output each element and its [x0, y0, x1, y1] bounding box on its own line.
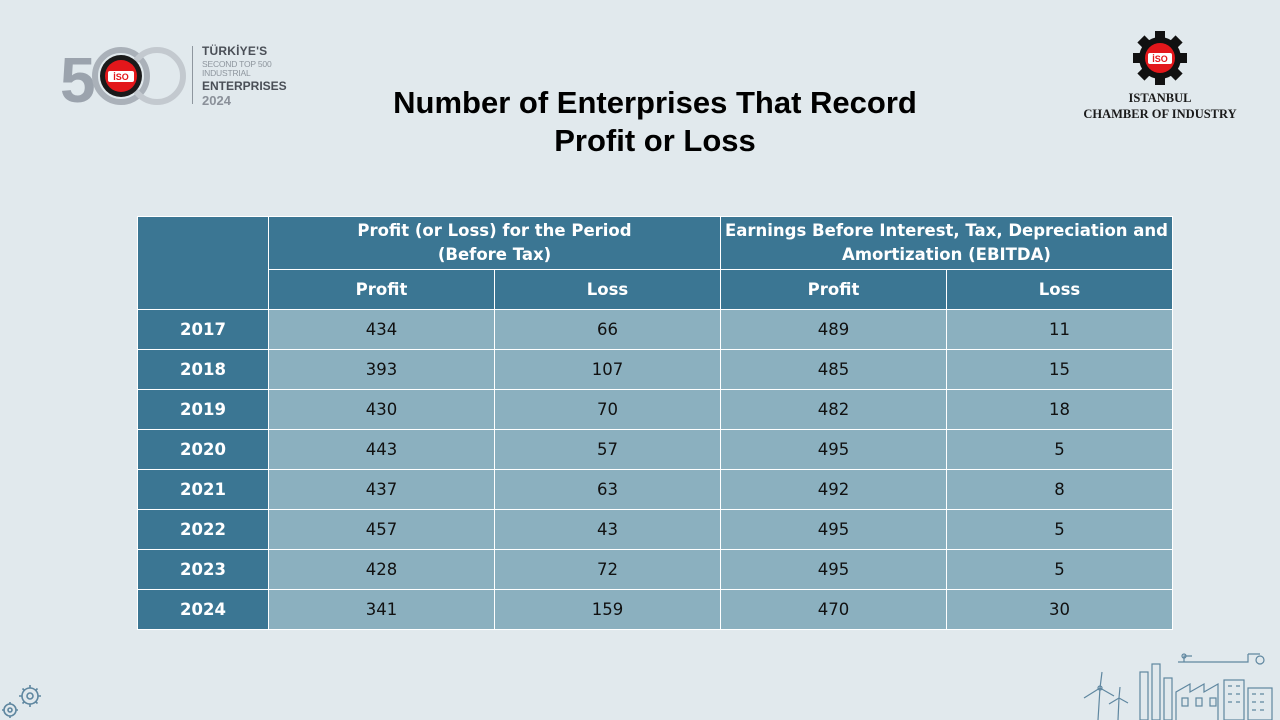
ebitda-profit-cell: 492 — [720, 469, 947, 510]
ebitda-loss-cell: 15 — [946, 349, 1173, 390]
period-profit-cell: 393 — [268, 349, 495, 390]
period-loss-cell: 70 — [494, 389, 721, 430]
table-row: 2023 428 72 495 5 — [137, 549, 1173, 590]
table-row: 2022 457 43 495 5 — [137, 509, 1173, 550]
ebitda-loss-cell: 18 — [946, 389, 1173, 430]
ebitda-loss-cell: 11 — [946, 309, 1173, 350]
table-row: 2019 430 70 482 18 — [137, 389, 1173, 430]
table-row: 2021 437 63 492 8 — [137, 469, 1173, 510]
svg-text:İSO: İSO — [1152, 54, 1168, 64]
subheader-period-profit: Profit — [268, 269, 495, 310]
iso-gear-icon: İSO — [1133, 31, 1187, 85]
ebitda-profit-cell: 485 — [720, 349, 947, 390]
period-profit-cell: 341 — [268, 589, 495, 630]
period-loss-cell: 57 — [494, 429, 721, 470]
logo-line-2: SECOND TOP 500 INDUSTRIAL — [202, 59, 272, 78]
gears-decoration-icon — [2, 685, 41, 718]
iso-logo: İSO ISTANBUL CHAMBER OF INDUSTRY — [1070, 30, 1250, 122]
period-profit-cell: 428 — [268, 549, 495, 590]
period-loss-cell: 159 — [494, 589, 721, 630]
header-period-profit-loss: Profit (or Loss) for the Period (Before … — [268, 216, 721, 270]
period-profit-cell: 443 — [268, 429, 495, 470]
year-cell: 2023 — [137, 549, 269, 590]
period-loss-cell: 72 — [494, 549, 721, 590]
table-row: 2020 443 57 495 5 — [137, 429, 1173, 470]
subheader-ebitda-loss: Loss — [946, 269, 1173, 310]
profit-loss-table: Profit (or Loss) for the Period (Before … — [137, 216, 1173, 630]
period-profit-cell: 437 — [268, 469, 495, 510]
period-profit-cell: 434 — [268, 309, 495, 350]
ebitda-profit-cell: 495 — [720, 549, 947, 590]
title-line-2: Profit or Loss — [554, 123, 756, 158]
top500-text: TÜRKİYE'S SECOND TOP 500 INDUSTRIAL ENTE… — [202, 45, 320, 107]
ebitda-loss-cell: 5 — [946, 429, 1173, 470]
org-name-line-2: CHAMBER OF INDUSTRY — [1083, 107, 1237, 121]
subheader-ebitda-profit: Profit — [720, 269, 947, 310]
year-cell: 2021 — [137, 469, 269, 510]
factory-decoration-icon — [1083, 653, 1273, 720]
page-title: Number of Enterprises That Record Profit… — [300, 84, 1010, 160]
period-profit-cell: 457 — [268, 509, 495, 550]
svg-text:5: 5 — [60, 44, 96, 108]
year-cell: 2022 — [137, 509, 269, 550]
ebitda-profit-cell: 482 — [720, 389, 947, 430]
ebitda-profit-cell: 489 — [720, 309, 947, 350]
ebitda-loss-cell: 5 — [946, 549, 1173, 590]
year-cell: 2018 — [137, 349, 269, 390]
table-row: 2024 341 159 470 30 — [137, 589, 1173, 630]
top500-emblem-icon: 5 İSO — [60, 44, 186, 108]
table-row: 2017 434 66 489 11 — [137, 309, 1173, 350]
subheader-period-loss: Loss — [494, 269, 721, 310]
period-loss-cell: 43 — [494, 509, 721, 550]
top500-logo: 5 İSO TÜRKİYE'S SECOND TOP 500 INDUSTRIA… — [60, 42, 320, 108]
year-cell: 2024 — [137, 589, 269, 630]
ebitda-profit-cell: 495 — [720, 509, 947, 550]
year-cell: 2020 — [137, 429, 269, 470]
logo-year: 2024 — [202, 93, 231, 108]
year-cell: 2019 — [137, 389, 269, 430]
ebitda-profit-cell: 470 — [720, 589, 947, 630]
logo-line-1: TÜRKİYE'S — [202, 44, 268, 58]
header-ebitda: Earnings Before Interest, Tax, Depreciat… — [720, 216, 1173, 270]
period-loss-cell: 107 — [494, 349, 721, 390]
ebitda-loss-cell: 8 — [946, 469, 1173, 510]
ebitda-loss-cell: 5 — [946, 509, 1173, 550]
svg-text:İSO: İSO — [113, 72, 129, 82]
year-cell: 2017 — [137, 309, 269, 350]
period-loss-cell: 66 — [494, 309, 721, 350]
table-row: 2018 393 107 485 15 — [137, 349, 1173, 390]
org-name-line-1: ISTANBUL — [1128, 91, 1192, 105]
ebitda-loss-cell: 30 — [946, 589, 1173, 630]
logo-divider — [192, 46, 193, 104]
ebitda-profit-cell: 495 — [720, 429, 947, 470]
period-profit-cell: 430 — [268, 389, 495, 430]
title-line-1: Number of Enterprises That Record — [393, 85, 917, 120]
header-corner — [137, 216, 269, 310]
period-loss-cell: 63 — [494, 469, 721, 510]
logo-line-3: ENTERPRISES — [202, 79, 287, 93]
